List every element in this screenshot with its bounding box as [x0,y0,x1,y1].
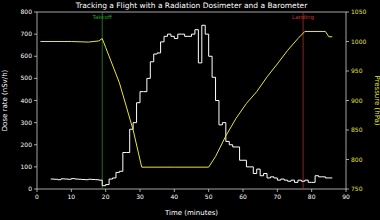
series-line [40,31,332,167]
y2-tick-label: 750 [351,185,363,192]
x-tick-label: 50 [205,193,213,200]
annotation-line [303,12,304,189]
x-tick [277,189,278,192]
y-tick-label: 500 [21,74,33,81]
y-tick [34,144,37,145]
x-axis-label: Time (minutes) [164,209,218,217]
x-tick [140,189,141,192]
annotation-text: Takeoff [92,14,113,20]
x-tick [346,189,347,192]
x-tick-label: 80 [308,193,316,200]
y2-tick [346,12,349,13]
y-axis-label: Dose rate (nSv/h) [1,69,9,131]
y-tick-label: 600 [21,52,33,59]
background [0,0,380,220]
y2-tick-label: 850 [351,126,363,133]
y-tick [34,12,37,13]
annotation-text: Landing [292,14,314,21]
y2-tick-label: 1000 [351,38,366,45]
y-tick-label: 700 [21,30,33,37]
y-tick-label: 100 [21,163,33,170]
x-tick-label: 40 [171,193,179,200]
plot-frame [37,12,346,189]
y2-tick [346,130,349,131]
y-tick [34,34,37,35]
y2-tick-label: 950 [351,67,363,74]
chart: Tracking a Flight with a Radiation Dosim… [0,0,380,220]
x-tick-label: 90 [342,193,350,200]
y2-tick-label: 1050 [351,8,366,15]
y2-tick [346,159,349,160]
x-tick-label: 30 [136,193,144,200]
y2-tick [346,189,349,190]
x-tick [105,189,106,192]
x-tick-label: 20 [102,193,110,200]
title: Tracking a Flight with a Radiation Dosim… [75,1,309,10]
x-tick-label: 10 [68,193,76,200]
x-tick-label: 60 [239,193,247,200]
series-line [51,25,333,185]
y-tick [34,56,37,57]
y2-tick-label: 900 [351,97,363,104]
y-tick-label: 300 [21,119,33,126]
x-tick [174,189,175,192]
x-tick [37,189,38,192]
x-tick [243,189,244,192]
y2-tick [346,41,349,42]
y-tick [34,78,37,79]
y-tick-label: 800 [21,8,33,15]
y2-axis-label: Pressure (hPa) [373,75,380,125]
x-tick [71,189,72,192]
x-tick-label: 0 [35,193,39,200]
y-tick-label: 0 [28,185,32,192]
y2-tick [346,100,349,101]
y2-tick [346,71,349,72]
y-tick [34,100,37,101]
y-tick-label: 400 [21,97,33,104]
x-tick [311,189,312,192]
plot-area [40,12,332,189]
y-tick [34,166,37,167]
y-tick [34,122,37,123]
y-tick [34,189,37,190]
x-tick-label: 70 [274,193,282,200]
y-tick-label: 200 [21,141,33,148]
y2-tick-label: 800 [351,156,363,163]
x-tick [208,189,209,192]
